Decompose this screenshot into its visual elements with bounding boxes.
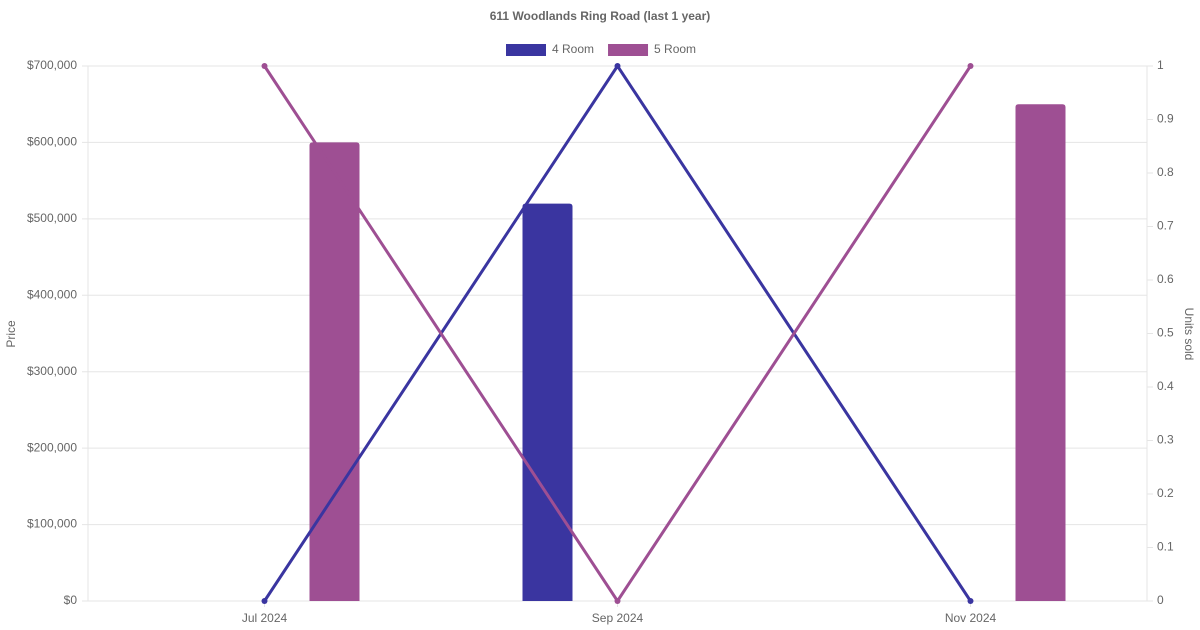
legend-swatch xyxy=(506,44,546,56)
legend-label: 5 Room xyxy=(654,42,696,56)
y2-axis-title: Units sold xyxy=(1182,308,1196,361)
bar xyxy=(522,203,573,602)
y2-tick-label: 0.7 xyxy=(1157,219,1174,233)
bar xyxy=(1015,104,1066,601)
y2-tick-label: 0 xyxy=(1157,593,1164,607)
x-tick-label: Jul 2024 xyxy=(242,611,288,625)
y-tick-label: $400,000 xyxy=(27,287,77,301)
y-tick-label: $300,000 xyxy=(27,364,77,378)
y2-tick-label: 0.2 xyxy=(1157,486,1174,500)
y-tick-label: $700,000 xyxy=(27,58,77,72)
y2-tick-label: 1 xyxy=(1157,58,1164,72)
y-tick-label: $100,000 xyxy=(27,517,77,531)
point xyxy=(261,598,268,604)
line xyxy=(263,63,972,602)
bar xyxy=(309,142,360,601)
chart-title: 611 Woodlands Ring Road (last 1 year) xyxy=(490,9,711,23)
point xyxy=(261,63,268,69)
y-tick-label: $200,000 xyxy=(27,440,77,454)
y2-tick-label: 0.8 xyxy=(1157,165,1174,179)
y2-tick-label: 0.4 xyxy=(1157,379,1174,393)
y-tick-label: $500,000 xyxy=(27,211,77,225)
y2-tick-label: 0.1 xyxy=(1157,540,1174,554)
y-tick-label: $0 xyxy=(64,593,78,607)
y2-tick-label: 0.5 xyxy=(1157,326,1174,340)
legend-swatch xyxy=(608,44,649,56)
point xyxy=(967,63,974,69)
y2-tick-label: 0.6 xyxy=(1157,272,1174,286)
point xyxy=(614,598,621,604)
x-tick-label: Nov 2024 xyxy=(945,611,997,625)
point xyxy=(614,63,621,69)
legend-label: 4 Room xyxy=(552,42,594,56)
y-axis-title: Price xyxy=(4,320,18,348)
y2-tick-label: 0.9 xyxy=(1157,112,1174,126)
y-tick-label: $600,000 xyxy=(27,135,77,149)
point xyxy=(967,598,974,604)
line xyxy=(263,65,972,604)
x-tick-label: Sep 2024 xyxy=(592,611,644,625)
y2-tick-label: 0.3 xyxy=(1157,433,1174,447)
